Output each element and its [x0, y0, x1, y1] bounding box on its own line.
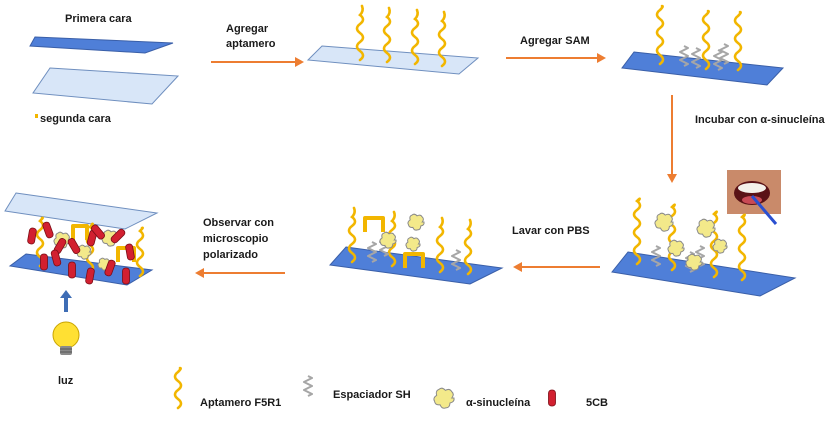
aptamer-strand	[35, 216, 45, 268]
step-incubated	[611, 197, 797, 297]
alpha-synuclein	[712, 238, 728, 254]
aptamer-strand	[435, 216, 445, 274]
legend-aptamer-icon	[173, 366, 183, 410]
legend-5cb-icon	[548, 389, 556, 407]
alpha-synuclein	[667, 239, 685, 257]
label-incubar: Incubar con α-sinucleína	[695, 114, 825, 126]
lc-5cb-molecule	[27, 227, 37, 245]
legend-label-aptamero: Aptamero F5R1	[200, 397, 282, 409]
arrow-observar	[195, 268, 285, 278]
teeth	[738, 183, 766, 193]
swab	[750, 195, 778, 225]
aptamer-strand	[709, 210, 719, 279]
sh-spacer	[679, 45, 689, 67]
aptamer-strand	[382, 6, 392, 64]
lc-5cb-molecule	[104, 259, 116, 277]
alpha-synuclein	[405, 236, 421, 252]
legend-label-sinucleina: α-sinucleína	[466, 397, 531, 409]
label-lavar: Lavar con PBS	[512, 225, 590, 237]
bulb-glass	[52, 321, 80, 349]
sh-spacer	[719, 43, 729, 65]
aptamer-strand	[355, 4, 365, 62]
legend-label-5cb: 5CB	[586, 397, 609, 409]
label-segunda-cara: segunda cara	[40, 113, 111, 125]
lc-5cb-molecule	[40, 253, 48, 271]
sh-spacer	[451, 249, 461, 271]
saliva-sample-photo	[727, 170, 781, 225]
light-bulb-icon	[52, 321, 80, 355]
bound-aptamer	[363, 216, 385, 232]
legend-label-espaciador: Espaciador SH	[333, 389, 411, 401]
legend	[173, 366, 556, 410]
lc-5cb-molecule	[42, 221, 54, 239]
slide-second-face	[32, 67, 180, 105]
slide-washed	[329, 246, 504, 285]
step-lc-cell	[4, 192, 159, 286]
aptamer-strand	[410, 8, 420, 66]
aptamer-strand	[655, 4, 665, 66]
bound-aptamer	[403, 252, 425, 268]
aptamer-strand	[463, 218, 473, 276]
aptamer-strand	[667, 203, 677, 272]
arrow-agregar-sam	[506, 53, 606, 63]
aptamer-strand	[437, 10, 447, 68]
small-marker	[35, 114, 38, 118]
lc-5cb-molecule	[125, 243, 135, 261]
label-agregar-aptamero-2: aptamero	[226, 38, 276, 50]
label-luz: luz	[58, 375, 74, 387]
bulb-base	[60, 346, 72, 355]
alpha-synuclein	[696, 218, 716, 238]
sh-spacer	[651, 245, 661, 267]
step-sam	[621, 4, 785, 86]
aptamer-strand	[347, 206, 357, 264]
slide-aptamer	[306, 45, 480, 75]
slide-top	[4, 192, 159, 230]
arrow-lavar	[513, 262, 600, 272]
label-primera-cara: Primera cara	[65, 13, 132, 25]
alpha-synuclein	[654, 212, 674, 232]
sh-spacer	[691, 47, 701, 69]
lc-5cb-molecule	[50, 249, 62, 267]
alpha-synuclein	[379, 231, 397, 249]
arrow-agregar-aptamero	[211, 57, 304, 67]
aptamer-strand	[733, 10, 743, 72]
lc-5cb-molecule	[91, 224, 105, 240]
label-observar-3: polarizado	[203, 249, 259, 261]
lc-5cb-molecule	[68, 261, 76, 279]
aptamer-strand	[701, 9, 711, 71]
label-observar-2: microscopio	[203, 233, 269, 245]
step-washed	[329, 206, 504, 285]
arrow-light-up	[60, 290, 72, 312]
alpha-synuclein	[407, 213, 425, 231]
lc-5cb-molecule	[110, 228, 126, 244]
label-observar-1: Observar con	[203, 217, 274, 229]
legend-protein-icon	[433, 387, 455, 409]
lc-5cb-molecule	[67, 238, 81, 254]
bound-aptamer	[71, 224, 89, 240]
legend-spacer-icon	[303, 375, 313, 397]
lc-5cb-molecule	[122, 267, 130, 285]
alpha-synuclein	[685, 253, 703, 271]
aptamer-strand	[135, 226, 145, 278]
label-agregar-aptamero-1: Agregar	[226, 23, 269, 35]
sh-spacer	[367, 241, 377, 263]
lc-5cb-molecule	[85, 267, 95, 285]
step-empty-slides	[29, 36, 180, 118]
slide-first-face	[29, 36, 174, 54]
aptamer-strand	[632, 197, 642, 266]
arrow-incubar	[667, 95, 677, 183]
aptamer-strand	[737, 213, 747, 282]
step-aptamer	[306, 4, 480, 75]
label-agregar-sam: Agregar SAM	[520, 35, 590, 47]
